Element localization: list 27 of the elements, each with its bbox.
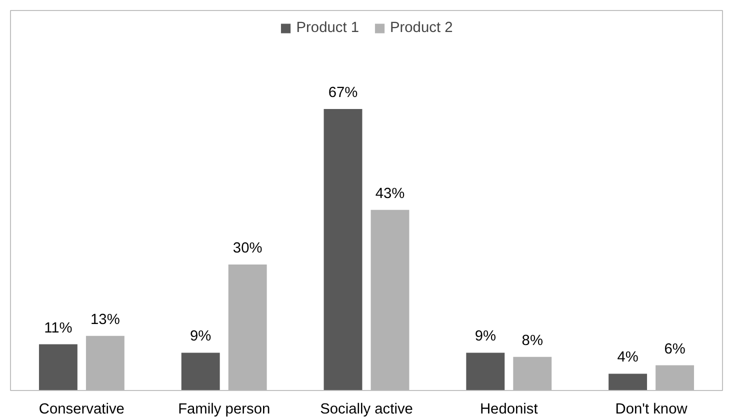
- legend-label: Product 1: [296, 20, 359, 36]
- x-tick-label: Socially active: [320, 402, 413, 418]
- bar: [181, 352, 220, 390]
- data-label: 11%: [44, 320, 72, 336]
- data-label: 67%: [328, 85, 358, 102]
- x-tick-label: Conservative: [38, 402, 124, 418]
- data-label: 6%: [664, 341, 686, 358]
- bar: [466, 352, 505, 390]
- x-tick-label: Hedonist: [480, 402, 538, 418]
- x-tick-label: Family person: [178, 402, 270, 418]
- bar: [513, 356, 552, 390]
- bar: [324, 109, 362, 390]
- x-tick-label: Don't know: [615, 402, 688, 418]
- data-label: 9%: [190, 328, 212, 345]
- data-label: 4%: [617, 350, 638, 366]
- data-label: 9%: [474, 328, 496, 345]
- bar: [86, 336, 124, 390]
- legend-label: Product 2: [390, 20, 453, 36]
- bar: [228, 264, 267, 390]
- bar: [38, 344, 78, 390]
- bar: [370, 210, 410, 390]
- bar: [656, 365, 694, 390]
- data-label: 30%: [232, 240, 262, 256]
- bar: [608, 374, 648, 390]
- data-label: 8%: [522, 332, 543, 349]
- data-label: 43%: [375, 186, 405, 202]
- data-label: 13%: [90, 312, 120, 328]
